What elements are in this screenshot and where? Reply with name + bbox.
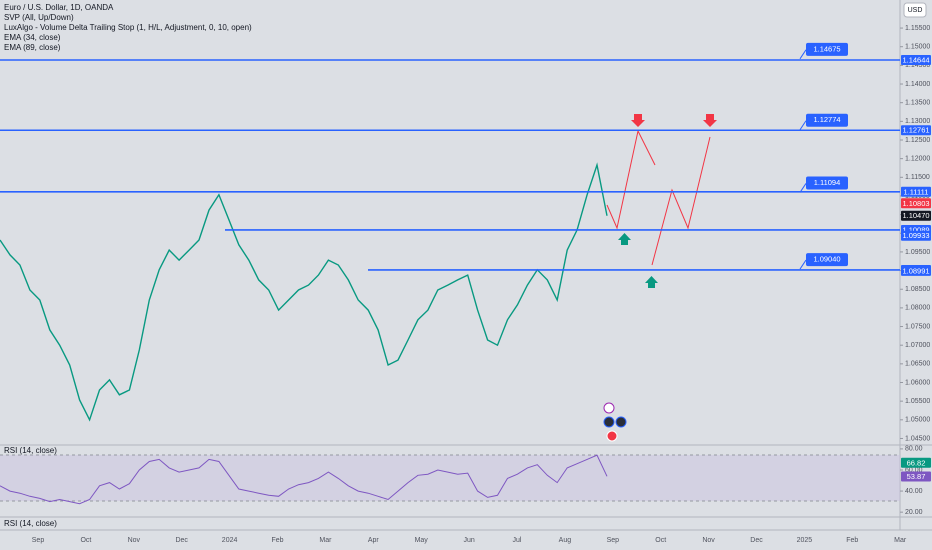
callout-label: 1.14675	[813, 44, 840, 53]
price-tag: 1.10470	[902, 211, 929, 220]
rsi-title-2: RSI (14, close)	[4, 519, 57, 528]
y-tick-label: 20.00	[905, 509, 923, 516]
up-arrow	[618, 233, 631, 245]
header-line: LuxAlgo - Volume Delta Trailing Stop (1,…	[4, 23, 252, 32]
y-tick-label: 1.14500	[905, 62, 930, 69]
x-tick-label: Oct	[80, 537, 91, 544]
rsi-band	[0, 455, 900, 501]
event-icon[interactable]	[603, 416, 615, 428]
price-tag: 1.08991	[902, 266, 929, 275]
price-tag-box	[901, 471, 931, 482]
x-tick-label: May	[415, 537, 429, 544]
callout-box	[806, 113, 848, 127]
x-tick-label: Sep	[607, 537, 620, 544]
price-tag-box	[901, 265, 931, 276]
x-tick-label: Feb	[846, 537, 858, 544]
callout-box	[806, 253, 848, 267]
header-line: EMA (34, close)	[4, 33, 61, 42]
callout-pointer	[799, 120, 807, 131]
currency[interactable]: USD	[908, 7, 923, 14]
x-tick-label: Jun	[463, 537, 474, 544]
price-tag-box	[901, 210, 931, 221]
price-tag: 66.82	[907, 458, 926, 467]
x-tick-label: Aug	[559, 537, 572, 544]
projection	[603, 114, 717, 442]
callout-pointer	[799, 183, 807, 193]
x-tick-label: Jul	[513, 537, 522, 544]
price-tag: 1.10089	[902, 225, 929, 234]
x-tick-label: Mar	[319, 537, 332, 544]
x-tick-label: Dec	[750, 537, 763, 544]
y-tick-label: 60.00	[905, 467, 923, 474]
y-tick-label: 80.00	[905, 446, 923, 453]
y-tick-label: 1.06000	[905, 379, 930, 386]
y-tick-label: 1.05000	[905, 417, 930, 424]
price-tag: 1.14644	[902, 55, 929, 64]
price-tag: 53.87	[907, 472, 926, 481]
rsi-line	[0, 454, 608, 505]
event-icon[interactable]	[606, 430, 618, 442]
y-tick-label: 1.09500	[905, 249, 930, 256]
y-tick-label: 1.04500	[905, 435, 930, 442]
header-line: SVP (All, Up/Down)	[4, 13, 74, 22]
header-line: EMA (89, close)	[4, 43, 61, 52]
y-tick-label: 1.13500	[905, 100, 930, 107]
y-tick-label: 1.08000	[905, 305, 930, 312]
y-tick-label: 1.13000	[905, 118, 930, 125]
x-tick-label: Mar	[894, 537, 907, 544]
x-tick-label: Nov	[702, 537, 715, 544]
y-tick-label: 40.00	[905, 488, 923, 495]
y-tick-label: 1.15000	[905, 44, 930, 51]
price-tag: 1.11111	[904, 187, 929, 196]
x-tick-label: Sep	[32, 537, 45, 544]
x-tick-label: Nov	[128, 537, 141, 544]
currency-box[interactable]	[903, 2, 927, 18]
x-tick-label: Oct	[655, 537, 666, 544]
callout-label: 1.09040	[813, 255, 840, 264]
price-line	[0, 162, 608, 422]
rsi-title: RSI (14, close)	[4, 446, 57, 455]
price-tag: 1.10803	[902, 199, 929, 208]
x-tick-label: 2025	[797, 537, 813, 544]
header-line: Euro / U.S. Dollar, 1D, OANDA	[4, 3, 114, 12]
y-tick-label: 1.07500	[905, 323, 930, 330]
callout-box	[806, 42, 848, 56]
projection-path	[606, 129, 656, 230]
down-arrow	[703, 114, 717, 127]
down-arrow	[631, 114, 645, 127]
up-arrow	[645, 276, 658, 288]
y-tick-label: 1.07000	[905, 342, 930, 349]
x-tick-label: Dec	[175, 537, 188, 544]
x-tick-label: Feb	[271, 537, 283, 544]
callout-label: 1.11094	[814, 178, 841, 187]
x-tick-label: 2024	[222, 537, 238, 544]
callout-label: 1.12774	[813, 115, 840, 124]
y-tick-label: 1.14000	[905, 81, 930, 88]
y-tick-label: 1.15500	[905, 25, 930, 32]
event-icon[interactable]	[603, 402, 615, 414]
y-tick-label: 1.08500	[905, 286, 930, 293]
price-tag-box	[901, 198, 931, 209]
price-tag-box	[901, 54, 931, 65]
price-tag-box	[901, 230, 931, 241]
price-tag-box	[901, 186, 931, 197]
callout-pointer	[799, 49, 807, 60]
y-tick-label: 1.06500	[905, 361, 930, 368]
x-tick-label: Apr	[368, 537, 380, 544]
y-tick-label: 1.12000	[905, 155, 930, 162]
event-icon[interactable]	[615, 416, 627, 428]
y-tick-label: 1.11500	[905, 174, 930, 181]
y-tick-label: 1.05500	[905, 398, 930, 405]
price-tag-box	[901, 125, 931, 136]
price-tag: 1.09933	[902, 231, 929, 240]
projection-path	[651, 136, 711, 266]
callout-pointer	[799, 259, 807, 270]
y-tick-label: 1.12500	[905, 137, 930, 144]
callout-box	[806, 176, 848, 190]
price-tag-box	[901, 457, 931, 468]
price-tag: 1.12761	[902, 126, 929, 135]
